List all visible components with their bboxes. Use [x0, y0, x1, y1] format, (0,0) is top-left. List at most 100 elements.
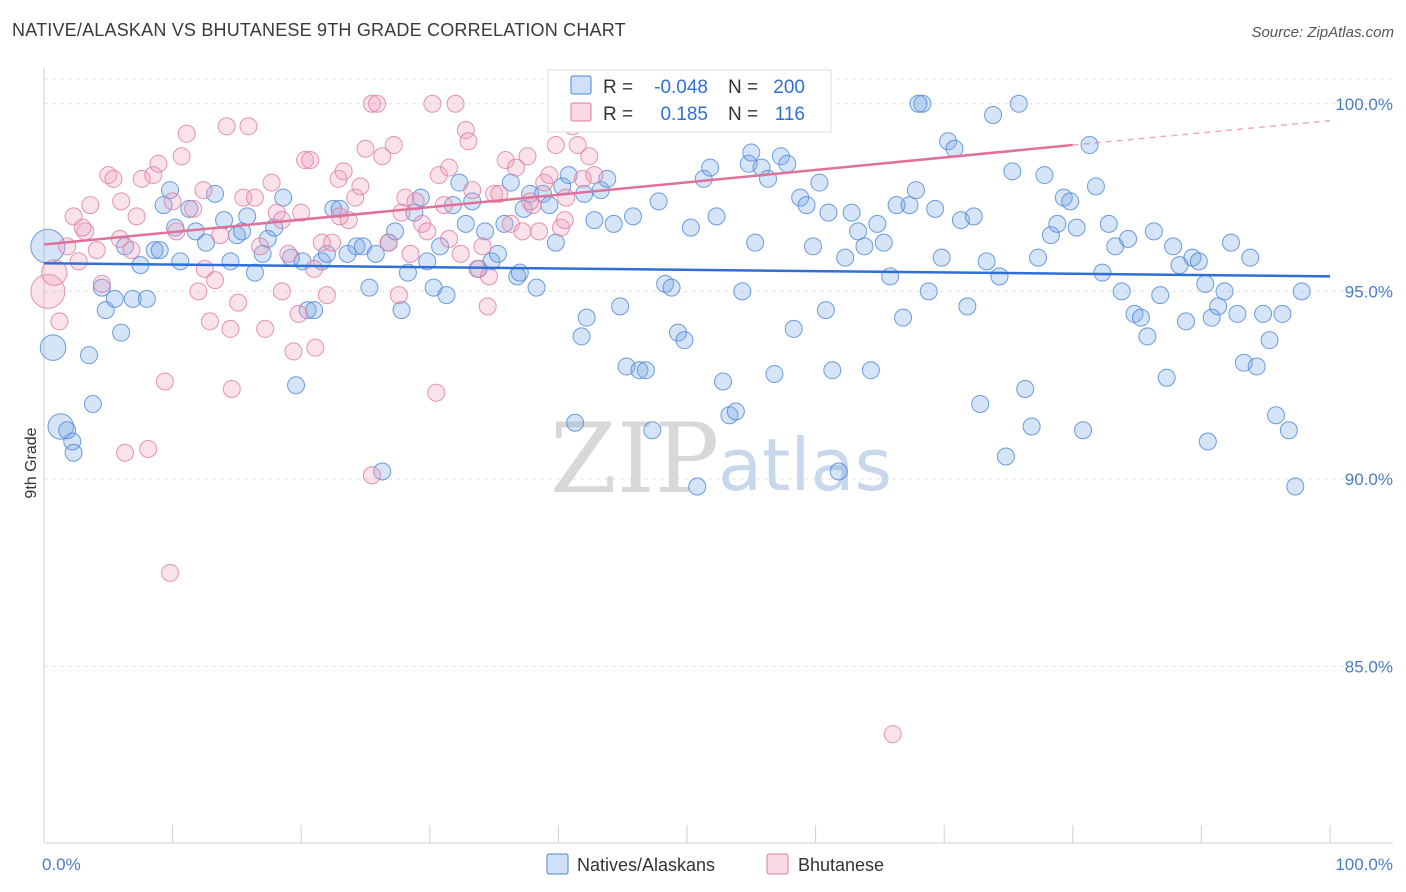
bhutanese-point — [104, 169, 123, 188]
native-alaskan-point — [874, 233, 893, 252]
native-alaskan-point — [810, 173, 829, 192]
native-alaskan-point — [418, 252, 437, 271]
native-alaskan-point — [366, 244, 385, 263]
bhutanese-point — [456, 121, 475, 140]
bhutanese-point — [112, 192, 131, 211]
bhutanese-point — [540, 166, 559, 185]
native-alaskan-point — [112, 323, 131, 342]
native-alaskan-point — [932, 248, 951, 267]
native-alaskan-point — [360, 278, 379, 297]
bhutanese-point — [440, 229, 459, 248]
bhutanese-point — [351, 177, 370, 196]
bhutanese-point — [217, 117, 236, 136]
native-alaskan-point — [577, 308, 596, 327]
bhutanese-point — [368, 94, 387, 113]
bhutanese-point — [568, 136, 587, 155]
bhutanese-point — [229, 293, 248, 312]
bhutanese-point — [521, 192, 540, 211]
native-alaskan-point — [495, 214, 514, 233]
native-alaskan-point — [1273, 304, 1292, 323]
stats-legend-n-value-natives: 200 — [773, 77, 805, 98]
native-alaskan-point — [1228, 304, 1247, 323]
native-alaskan-point — [83, 394, 102, 413]
native-alaskan-point — [386, 222, 405, 241]
bhutanese-point — [139, 439, 158, 458]
native-alaskan-point — [662, 278, 681, 297]
bhutanese-point — [200, 312, 219, 331]
bhutanese-point — [356, 139, 375, 158]
bhutanese-point — [427, 383, 446, 402]
bhutanese-point — [163, 192, 182, 211]
native-alaskan-point — [823, 361, 842, 380]
bhutanese-point — [506, 158, 525, 177]
stats-legend-swatch-bhutanese — [570, 102, 592, 122]
bhutanese-point — [446, 94, 465, 113]
native-alaskan-point — [726, 402, 745, 421]
native-alaskan-point — [836, 248, 855, 267]
native-alaskan-point — [1022, 417, 1041, 436]
native-alaskan-point — [630, 361, 649, 380]
native-alaskan-point — [791, 188, 810, 207]
bhutanese-point — [323, 233, 342, 252]
bhutanese-point — [301, 151, 320, 170]
bhutanese-point — [557, 188, 576, 207]
native-alaskan-point — [317, 244, 336, 263]
native-alaskan-point — [1189, 252, 1208, 271]
native-alaskan-point — [868, 214, 887, 233]
native-alaskan-point — [431, 237, 450, 256]
bhutanese-point — [478, 297, 497, 316]
bhutanese-point — [239, 117, 258, 136]
bhutanese-point — [272, 282, 291, 301]
native-alaskan-point — [585, 211, 604, 230]
native-alaskan-point — [123, 289, 142, 308]
native-alaskan-point — [1067, 218, 1086, 237]
stats-legend-r-value-natives: -0.048 — [654, 77, 708, 98]
watermark-atlas: atlas — [718, 423, 892, 507]
native-alaskan-point — [92, 278, 111, 297]
bhutanese-point — [479, 267, 498, 286]
native-alaskan-point — [1029, 248, 1048, 267]
native-alaskan-point — [623, 207, 642, 226]
bhutanese-point — [459, 132, 478, 151]
bhutanese-trendline-extension — [1072, 119, 1331, 146]
chart-source: Source: ZipAtlas.com — [1251, 24, 1394, 41]
native-alaskan-point — [1279, 421, 1298, 440]
native-alaskan-point — [939, 132, 958, 151]
native-alaskan-point — [488, 244, 507, 263]
bhutanese-point — [883, 725, 902, 744]
native-alaskan-point — [274, 188, 293, 207]
native-alaskan-point — [1260, 331, 1279, 350]
native-alaskan-point — [1093, 263, 1112, 282]
bhutanese-trendline — [43, 143, 1073, 246]
y-axis-title: 9th Grade — [23, 427, 40, 498]
bhutanese-point — [30, 273, 66, 309]
chart-title: NATIVE/ALASKAN VS BHUTANESE 9TH GRADE CO… — [12, 20, 626, 40]
bhutanese-point — [122, 241, 141, 260]
bhutanese-point — [473, 237, 492, 256]
bhutanese-point — [58, 237, 77, 256]
stats-legend-r-label-bhutanese: R = — [603, 104, 633, 125]
native-alaskan-point — [855, 237, 874, 256]
native-alaskan-point — [540, 196, 559, 215]
native-alaskan-point — [1138, 327, 1157, 346]
native-alaskan-point — [681, 218, 700, 237]
bhutanese-point — [306, 338, 325, 357]
native-alaskan-point — [887, 196, 906, 215]
bhutanese-point — [463, 181, 482, 200]
bhutanese-point — [406, 192, 425, 211]
native-alaskan-point — [137, 289, 156, 308]
native-alaskan-point — [819, 203, 838, 222]
native-alaskan-point — [1286, 477, 1305, 496]
bhutanese-point — [513, 222, 532, 241]
native-alaskan-point — [765, 364, 784, 383]
native-alaskan-point — [180, 199, 199, 218]
native-alaskan-point — [964, 207, 983, 226]
native-alaskan-trendline — [43, 262, 1331, 278]
native-alaskan-point — [894, 308, 913, 327]
native-alaskan-point — [154, 196, 173, 215]
trend-lines — [43, 119, 1331, 278]
native-alaskan-point — [990, 267, 1009, 286]
native-alaskan-point — [258, 229, 277, 248]
bhutanese-point — [440, 158, 459, 177]
